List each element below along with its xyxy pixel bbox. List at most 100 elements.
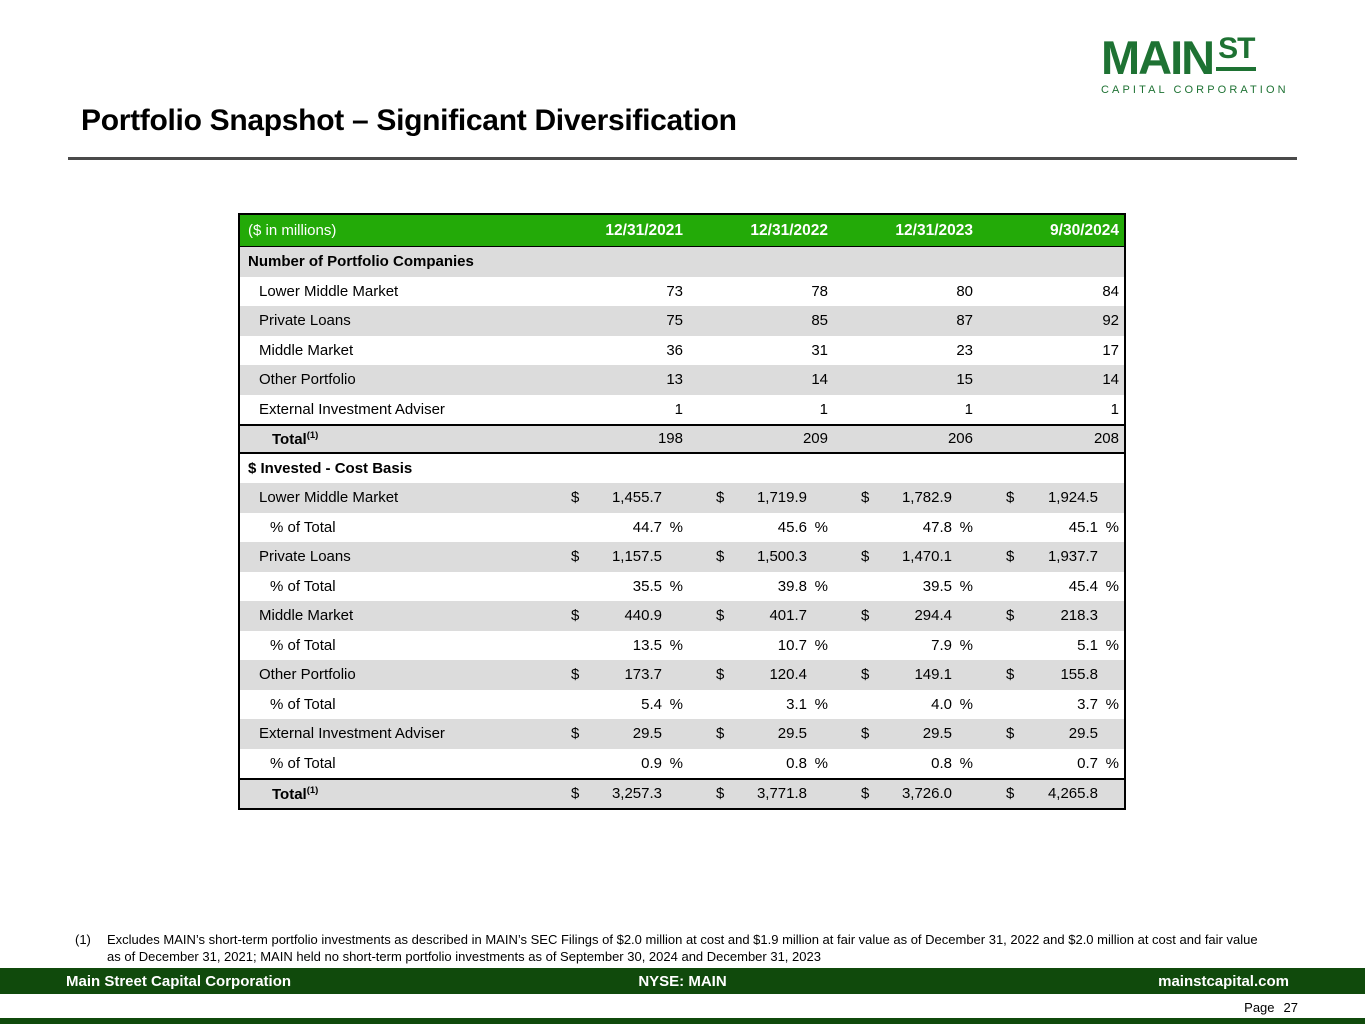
- table-cell: 5.4%: [543, 690, 688, 720]
- table-cell: 7.9%: [833, 631, 978, 661]
- column-header-3: 9/30/2024: [978, 215, 1124, 246]
- table-cell: $29.5: [543, 719, 688, 749]
- table-cell: 0.8%: [688, 749, 833, 779]
- cell-value: 1: [674, 400, 683, 418]
- table-row: Middle Market $440.9 $401.7 $294.4 $218.3: [240, 601, 1124, 631]
- table-cell: $3,726.0: [833, 780, 978, 808]
- dollar-sign: $: [571, 548, 580, 566]
- cell-value: 440.9: [624, 607, 662, 625]
- table-cell: $3,257.3: [543, 780, 688, 808]
- cell-value: 47.8: [922, 518, 952, 536]
- row-label: % of Total: [240, 637, 543, 654]
- table-cell: $173.7: [543, 660, 688, 690]
- cell-value: 7.9: [931, 636, 952, 654]
- table-cell: 85: [688, 306, 833, 336]
- table-cell: 39.5%: [833, 572, 978, 602]
- table-cell: 208: [978, 426, 1124, 452]
- portfolio-table: ($ in millions) 12/31/2021 12/31/2022 12/3…: [238, 213, 1126, 810]
- table-row: Other Portfolio $173.7 $120.4 $149.1 $155.8: [240, 660, 1124, 690]
- page-number-value: 27: [1283, 1000, 1298, 1015]
- table-cell: 45.6%: [688, 513, 833, 543]
- table-cell: 39.8%: [688, 572, 833, 602]
- table-cell: $1,455.7: [543, 483, 688, 513]
- table-row: % of Total 0.9% 0.8% 0.8% 0.7%: [240, 749, 1124, 779]
- cell-value: 1,719.9: [756, 489, 807, 507]
- table-cell: 80: [833, 277, 978, 307]
- unit-label: ($ in millions): [248, 222, 337, 239]
- cell-value: 14: [1102, 371, 1119, 389]
- row-label-text: Lower Middle Market: [259, 489, 399, 507]
- row-label-text: % of Total: [270, 695, 336, 713]
- table-row: % of Total 44.7% 45.6% 47.8% 45.1%: [240, 513, 1124, 543]
- cell-value: 45.1: [1068, 518, 1098, 536]
- section-header-row: $ Invested - Cost Basis: [240, 454, 1124, 484]
- cell-value: 15: [956, 371, 973, 389]
- section-header-row: Number of Portfolio Companies: [240, 247, 1124, 277]
- row-label-text: Other Portfolio: [259, 666, 356, 684]
- cell-value: 1: [964, 400, 973, 418]
- row-label: % of Total: [240, 755, 543, 772]
- cell-value: 208: [1093, 430, 1119, 448]
- section-header-label: $ Invested - Cost Basis: [248, 459, 413, 477]
- column-header-2: 12/31/2023: [833, 215, 978, 246]
- column-header-0: 12/31/2021: [543, 215, 688, 246]
- cell-value: 1: [1110, 400, 1119, 418]
- table-cell: 75: [543, 306, 688, 336]
- footer-website: mainstcapital.com: [1158, 972, 1289, 990]
- table-cell: 15: [833, 365, 978, 395]
- table-cell: 198: [543, 426, 688, 452]
- cell-value: 73: [666, 282, 683, 300]
- cell-value: 218.3: [1060, 607, 1098, 625]
- row-label-text: Middle Market: [259, 607, 354, 625]
- dollar-sign: $: [716, 725, 725, 743]
- cell-value: 78: [811, 282, 828, 300]
- footer-company-name: Main Street Capital Corporation: [66, 972, 292, 990]
- table-cell: 209: [688, 426, 833, 452]
- table-cell: $218.3: [978, 601, 1124, 631]
- dollar-sign: $: [571, 785, 580, 803]
- dollar-sign: $: [571, 489, 580, 507]
- table-cell: $1,782.9: [833, 483, 978, 513]
- table-cell: 0.9%: [543, 749, 688, 779]
- row-label: Other Portfolio: [240, 371, 543, 388]
- footnote-reference: (1): [306, 429, 319, 441]
- dollar-sign: $: [571, 666, 580, 684]
- row-label-text: Middle Market: [259, 341, 354, 359]
- table-cell: $4,265.8: [978, 780, 1124, 808]
- cell-value: 45.4: [1068, 577, 1098, 595]
- table-cell: 4.0%: [833, 690, 978, 720]
- row-label-text: Lower Middle Market: [259, 282, 399, 300]
- table-cell: 3.1%: [688, 690, 833, 720]
- table-cell: $149.1: [833, 660, 978, 690]
- page-number-label: Page: [1244, 1000, 1275, 1015]
- dollar-sign: $: [1006, 548, 1015, 566]
- percent-sign: %: [669, 518, 683, 536]
- dollar-sign: $: [1006, 607, 1015, 625]
- cell-value: 1: [819, 400, 828, 418]
- table-cell: $1,924.5: [978, 483, 1124, 513]
- cell-value: 36: [666, 341, 683, 359]
- cell-value: 3,726.0: [901, 785, 952, 803]
- percent-sign: %: [669, 577, 683, 595]
- cell-value: 39.5: [922, 577, 952, 595]
- table-cell: 1: [978, 395, 1124, 425]
- table-row: Total(1) 198 209 206 208: [240, 424, 1124, 454]
- table-cell: 35.5%: [543, 572, 688, 602]
- logo-subtitle: CAPITAL CORPORATION: [1101, 84, 1289, 96]
- table-cell: $29.5: [688, 719, 833, 749]
- footnote-marker: (1): [75, 932, 91, 947]
- cell-value: 3,771.8: [756, 785, 807, 803]
- row-label: Lower Middle Market: [240, 489, 543, 506]
- table-cell: $120.4: [688, 660, 833, 690]
- table-row: % of Total 35.5% 39.8% 39.5% 45.4%: [240, 572, 1124, 602]
- cell-value: 0.9: [641, 754, 662, 772]
- row-label-text: External Investment Adviser: [259, 725, 445, 743]
- percent-sign: %: [1105, 636, 1119, 654]
- footer-ticker: NYSE: MAIN: [638, 972, 727, 990]
- dollar-sign: $: [861, 725, 870, 743]
- table-cell: $440.9: [543, 601, 688, 631]
- percent-sign: %: [669, 754, 683, 772]
- percent-sign: %: [814, 518, 828, 536]
- cell-value: 29.5: [922, 725, 952, 743]
